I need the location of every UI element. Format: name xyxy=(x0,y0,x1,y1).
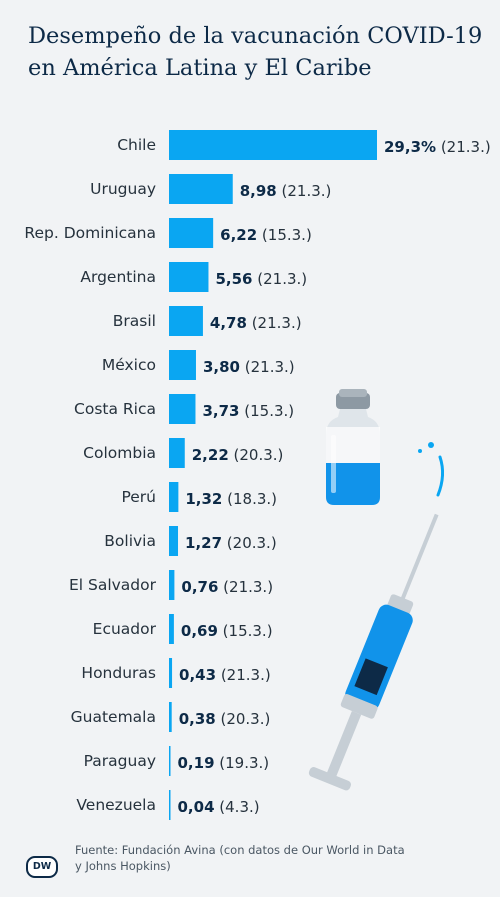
category-label: Brasil xyxy=(113,312,156,330)
bar xyxy=(169,482,179,512)
value-label: 0,76 (21.3.) xyxy=(181,578,273,596)
category-label: Rep. Dominicana xyxy=(24,224,156,242)
value-label: 0,43 (21.3.) xyxy=(179,666,271,684)
value-label: 29,3% (21.3.) xyxy=(384,138,491,156)
category-label: Colombia xyxy=(83,444,156,462)
bar xyxy=(169,658,173,688)
title-line-1: Desempeño de la vacunación COVID-19 xyxy=(28,23,483,49)
value-label: 3,80 (21.3.) xyxy=(203,358,295,376)
category-label: Uruguay xyxy=(90,180,156,198)
bar xyxy=(169,218,214,248)
bar xyxy=(169,438,185,468)
category-label: Perú xyxy=(121,488,156,506)
bar xyxy=(169,790,171,820)
chart-title: Desempeño de la vacunación COVID-19 en A… xyxy=(28,20,488,84)
category-label: México xyxy=(102,356,156,374)
category-label: Argentina xyxy=(80,268,156,286)
bar xyxy=(169,526,179,556)
value-label: 0,38 (20.3.) xyxy=(179,710,271,728)
category-label: El Salvador xyxy=(69,576,157,594)
value-label: 1,32 (18.3.) xyxy=(185,490,277,508)
value-label: 0,19 (19.3.) xyxy=(178,754,270,772)
bar xyxy=(169,174,233,204)
value-label: 2,22 (20.3.) xyxy=(192,446,284,464)
vial-icon xyxy=(326,389,380,505)
source-line-1: Fuente: Fundación Avina (con datos de Ou… xyxy=(75,843,405,857)
syringe-icon xyxy=(308,513,439,791)
category-label: Venezuela xyxy=(76,796,156,814)
bar xyxy=(169,306,203,336)
category-label: Ecuador xyxy=(93,620,157,638)
value-label: 8,98 (21.3.) xyxy=(240,182,332,200)
bar xyxy=(169,702,172,732)
syringe-vial-illustration-icon xyxy=(308,389,445,791)
value-label: 4,78 (21.3.) xyxy=(210,314,302,332)
value-label: 0,69 (15.3.) xyxy=(181,622,273,640)
value-label: 1,27 (20.3.) xyxy=(185,534,277,552)
bar xyxy=(169,746,171,776)
dw-logo: DW xyxy=(26,856,58,878)
bar xyxy=(169,350,196,380)
category-label: Guatemala xyxy=(71,708,156,726)
category-label: Chile xyxy=(117,136,156,154)
bar xyxy=(169,394,196,424)
bar xyxy=(169,570,175,600)
category-label: Honduras xyxy=(81,664,156,682)
value-label: 6,22 (15.3.) xyxy=(220,226,312,244)
bar xyxy=(169,130,377,160)
category-label: Paraguay xyxy=(84,752,156,770)
bar xyxy=(169,262,209,292)
bar-chart: Chile 29,3% (21.3.) Uruguay 8,98 (21.3.) Rep… xyxy=(24,130,491,820)
category-label: Bolivia xyxy=(104,532,156,550)
source-line-2: y Johns Hopkins) xyxy=(75,859,171,873)
bar xyxy=(169,614,174,644)
value-label: 3,73 (15.3.) xyxy=(202,402,294,420)
value-label: 5,56 (21.3.) xyxy=(215,270,307,288)
category-label: Costa Rica xyxy=(74,400,156,418)
title-line-2: en América Latina y El Caribe xyxy=(28,55,372,81)
source-note: Fuente: Fundación Avina (con datos de Ou… xyxy=(75,842,475,874)
value-label: 0,04 (4.3.) xyxy=(178,798,260,816)
